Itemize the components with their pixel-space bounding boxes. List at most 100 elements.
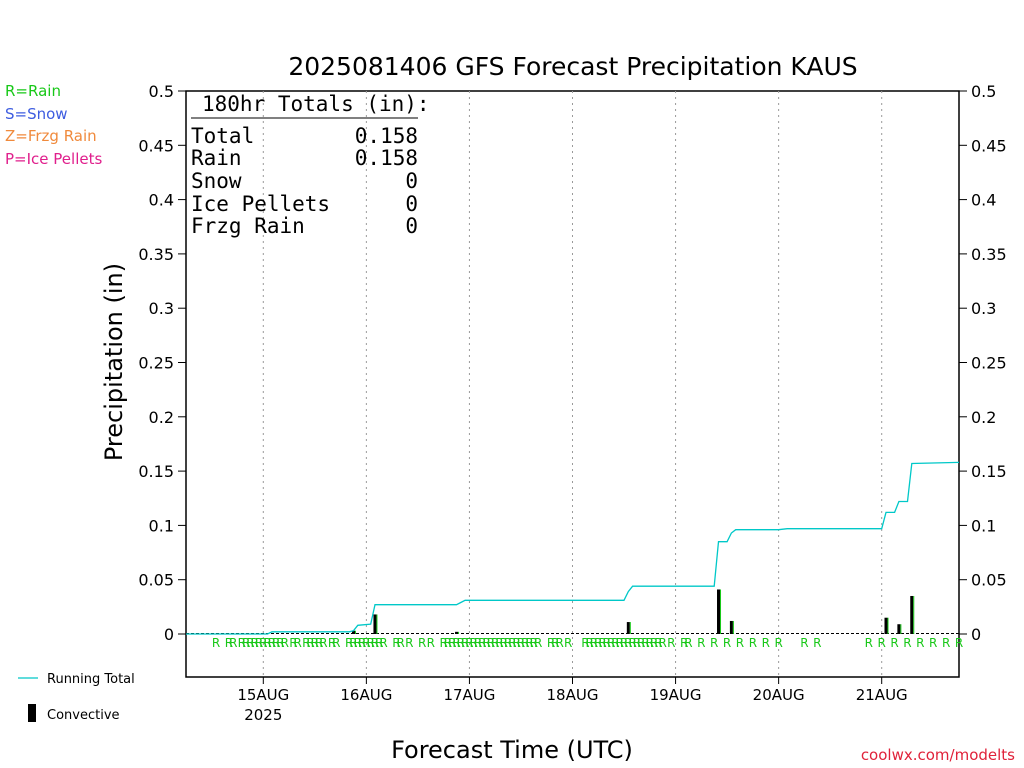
- precip-type-mark: R: [504, 636, 512, 650]
- precip-type-mark: R: [598, 636, 606, 650]
- precip-type-mark: R: [525, 636, 533, 650]
- precip-type-mark: R: [800, 636, 808, 650]
- precip-type-mark: R: [457, 636, 465, 650]
- y-tick-label-right: 0: [971, 625, 981, 644]
- precip-type-mark: R: [465, 636, 473, 650]
- precip-type-mark: R: [332, 636, 340, 650]
- precip-type-mark: R: [371, 636, 379, 650]
- precip-type-mark: R: [495, 636, 503, 650]
- precip-type-mark: R: [448, 636, 456, 650]
- legend-ice-pellets: P=Ice Pellets: [5, 150, 102, 168]
- precip-type-mark: R: [581, 636, 589, 650]
- y-tick-label-right: 0.35: [971, 245, 1007, 264]
- legend-snow: S=Snow: [5, 105, 68, 123]
- precip-type-mark: R: [710, 636, 718, 650]
- precip-type-mark: R: [633, 636, 641, 650]
- convective-bar: [910, 595, 914, 634]
- precip-type-mark: R: [551, 636, 559, 650]
- convective-bar: [884, 617, 888, 634]
- precip-type-mark: R: [534, 636, 542, 650]
- precip-type-mark: R: [916, 636, 924, 650]
- y-axis-right: 0 0.05 0.1 0.15 0.2 0.25 0.3 0.35 0.4 0.45 0.5: [959, 82, 1007, 644]
- convective-bar-edge: [887, 617, 889, 634]
- legend-rain: R=Rain: [5, 82, 61, 100]
- totals-value-rain: 0.158: [355, 146, 418, 170]
- totals-value-ice-pellets: 0: [405, 192, 418, 216]
- precip-type-mark: R: [564, 636, 572, 650]
- y-tick-label-right: 0.3: [971, 299, 996, 318]
- precip-type-mark: R: [255, 636, 263, 650]
- precip-type-mark: R: [508, 636, 516, 650]
- precip-type-mark: R: [474, 636, 482, 650]
- convective-bar: [897, 624, 901, 634]
- y-tick-label-right: 0.2: [971, 408, 996, 427]
- precip-type-mark: R: [427, 636, 435, 650]
- convective-legend-swatch: [28, 704, 36, 722]
- y-tick-label-right: 0.05: [971, 571, 1007, 590]
- precip-type-mark: R: [328, 636, 336, 650]
- y-axis-left: 0 0.05 0.1 0.15 0.2 0.25 0.3 0.35 0.4 0.45 0.5: [138, 82, 186, 644]
- precip-type-mark: R: [628, 636, 636, 650]
- precip-type-mark: R: [611, 636, 619, 650]
- precip-type-mark: R: [349, 636, 357, 650]
- precip-type-mark: R: [878, 636, 886, 650]
- convective-bar-edge: [900, 624, 902, 634]
- precip-type-mark: R: [293, 636, 301, 650]
- totals-header: 180hr Totals (in):: [202, 92, 430, 116]
- precip-type-mark: R: [680, 636, 688, 650]
- x-tick-label: 15AUG: [237, 686, 289, 704]
- precip-type-mark: R: [379, 636, 387, 650]
- totals-label-snow: Snow: [191, 169, 242, 193]
- precip-type-mark: R: [268, 636, 276, 650]
- x-axis-label: Forecast Time (UTC): [391, 736, 633, 764]
- precip-type-mark: R: [521, 636, 529, 650]
- precip-type-mark: R: [259, 636, 267, 650]
- precip-type-mark: R: [555, 636, 563, 650]
- precip-type-mark: R: [637, 636, 645, 650]
- grid-lines: [262, 91, 883, 677]
- precip-type-mark: R: [650, 636, 658, 650]
- convective-bar: [455, 631, 459, 634]
- precip-type-mark: R: [865, 636, 873, 650]
- precip-type-mark: R: [646, 636, 654, 650]
- y-tick-label-left: 0.35: [138, 245, 174, 264]
- y-tick-label-left: 0.3: [149, 299, 174, 318]
- precip-type-mark: R: [281, 636, 289, 650]
- precip-type-mark: R: [306, 636, 314, 650]
- precip-type-mark: R: [500, 636, 508, 650]
- precip-type-mark: R: [723, 636, 731, 650]
- precip-type-mark: R: [375, 636, 383, 650]
- x-tick-label: 19AUG: [650, 686, 702, 704]
- running-total-line: [186, 461, 960, 635]
- precip-type-mark: R: [659, 636, 667, 650]
- precip-type-mark: R: [238, 636, 246, 650]
- y-tick-label-right: 0.4: [971, 191, 996, 210]
- precip-type-mark: R: [813, 636, 821, 650]
- convective-bars: [351, 589, 915, 634]
- x-tick-label: 17AUG: [443, 686, 495, 704]
- precip-type-mark: R: [242, 636, 250, 650]
- x-tick-year-label: 2025: [244, 706, 282, 724]
- precip-type-mark: R: [620, 636, 628, 650]
- precip-type-mark: R: [358, 636, 366, 650]
- precip-type-mark: R: [616, 636, 624, 650]
- precip-type-mark: R: [487, 636, 495, 650]
- precip-type-mark: R: [513, 636, 521, 650]
- convective-bar-edge: [732, 620, 734, 634]
- precip-type-mark: R: [276, 636, 284, 650]
- convective-bar-edge: [720, 589, 722, 634]
- y-tick-label-left: 0.15: [138, 462, 174, 481]
- x-tick-label: 18AUG: [547, 686, 599, 704]
- y-tick-label-left: 0.1: [149, 516, 174, 535]
- precip-type-mark: R: [929, 636, 937, 650]
- x-tick-label: 21AUG: [856, 686, 908, 704]
- chart-title: 2025081406 GFS Forecast Precipitation KA…: [288, 52, 857, 81]
- precip-type-mark: R: [289, 636, 297, 650]
- precip-type-mark: R: [641, 636, 649, 650]
- convective-bar-edge: [376, 614, 378, 634]
- precip-type-mark: R: [624, 636, 632, 650]
- y-tick-label-right: 0.15: [971, 462, 1007, 481]
- precip-type-mark: R: [418, 636, 426, 650]
- convective-legend-label: Convective: [47, 708, 120, 723]
